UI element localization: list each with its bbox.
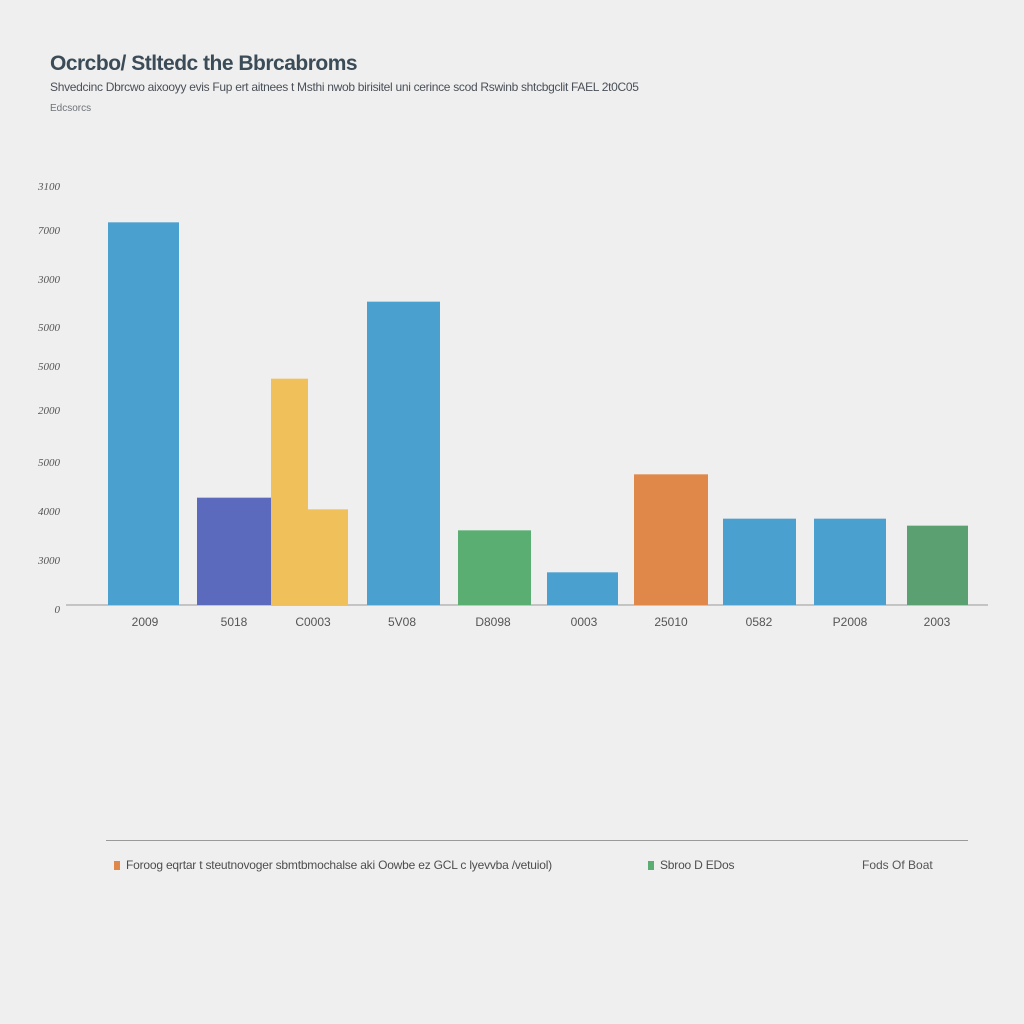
- y-tick-label: 3100: [37, 181, 61, 193]
- x-category-label: 25010: [654, 615, 688, 629]
- chart-note: Edcsorcs: [50, 103, 92, 114]
- legend-swatch-1: [114, 860, 120, 870]
- bar-D8098: [458, 530, 531, 605]
- legend-label-1: Foroog eqrtar t steutnovoger sbmtbmochal…: [126, 858, 552, 872]
- y-tick-label: 3000: [37, 274, 61, 286]
- bar-0003: [547, 572, 618, 605]
- x-category-label: P2008: [833, 615, 868, 629]
- bar-5018: [197, 497, 271, 605]
- bar-C0003: [308, 509, 348, 605]
- legend-swatch-2: [648, 860, 654, 870]
- y-tick-label: 5000: [38, 361, 61, 373]
- y-tick-label: 3000: [37, 555, 61, 567]
- bar-2009: [108, 222, 179, 606]
- x-category-label: 0582: [746, 615, 773, 629]
- y-tick-label: 5000: [38, 457, 61, 469]
- x-category-label: D8098: [475, 615, 511, 629]
- legend-item-2: Sbroo D EDos: [648, 858, 735, 872]
- chart-source: Fods Of Boat: [862, 858, 933, 872]
- x-category-label: 5V08: [388, 615, 416, 629]
- y-tick-label: 4000: [38, 506, 61, 518]
- x-category-label: 0003: [571, 615, 598, 629]
- y-tick-label: 7000: [38, 225, 61, 237]
- y-tick-label: 0: [55, 604, 61, 616]
- bar-25010: [634, 474, 708, 605]
- x-category-label: 2009: [132, 615, 159, 629]
- x-category-label: 5018: [221, 615, 248, 629]
- bar-C0003: [271, 378, 308, 605]
- chart-title: Ocrcbo/ Stltedc the Bbrcabroms: [50, 52, 358, 75]
- y-tick-label: 5000: [38, 322, 61, 334]
- y-tick-label: 2000: [38, 405, 61, 417]
- legend-label-2: Sbroo D EDos: [660, 858, 735, 872]
- x-category-label: 2003: [924, 615, 951, 629]
- bar-0582: [723, 518, 796, 605]
- bar-chart: 0 3000 4000 5000 2000 5000 5000 3000 7000 3100 200…: [37, 181, 988, 629]
- x-category-label: C0003: [295, 615, 331, 629]
- legend-item-1: Foroog eqrtar t steutnovoger sbmtbmochal…: [114, 858, 552, 872]
- chart-subtitle: Shvedcinc Dbrcwo aixooyy evis Fup ert ai…: [50, 80, 639, 94]
- bar-2003: [907, 525, 968, 605]
- footer-divider: [106, 840, 968, 841]
- bar-P2008: [814, 518, 886, 605]
- bar-5V08: [367, 301, 440, 605]
